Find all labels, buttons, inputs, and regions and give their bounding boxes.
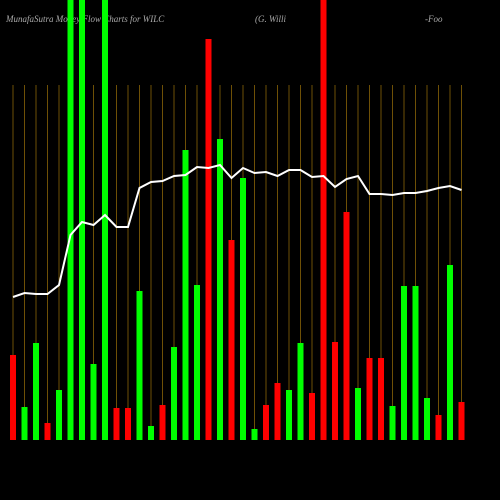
bar — [378, 358, 384, 440]
chart-title: MunafaSutra Money Flow Charts for WILC — [5, 14, 165, 24]
money-flow-line — [12, 163, 462, 298]
bar — [309, 393, 315, 440]
bar — [343, 212, 350, 440]
chart-title: (G. Willi — [255, 14, 286, 24]
bar — [217, 139, 223, 440]
bar — [33, 343, 39, 440]
bar — [320, 0, 327, 440]
bar — [102, 0, 108, 440]
bar — [401, 286, 407, 440]
bar — [389, 406, 396, 440]
bar — [205, 39, 212, 440]
bar — [171, 347, 177, 440]
bar — [286, 390, 292, 440]
bar — [113, 408, 120, 440]
bar — [21, 407, 28, 440]
bar — [136, 291, 143, 440]
bar — [194, 285, 200, 440]
bar — [240, 178, 246, 440]
bar — [251, 429, 258, 440]
bar — [159, 405, 166, 440]
bar — [412, 286, 419, 440]
bar — [274, 383, 281, 440]
bar — [435, 415, 442, 440]
bar — [458, 402, 465, 440]
bar — [79, 0, 85, 440]
bar — [44, 423, 51, 440]
bar — [125, 408, 131, 440]
bar — [332, 342, 338, 440]
bar — [67, 0, 74, 440]
bar — [228, 240, 235, 440]
bar — [355, 388, 361, 440]
bar — [447, 265, 453, 440]
bar — [297, 343, 304, 440]
bar — [10, 355, 16, 440]
chart-title: -Foo — [425, 14, 443, 24]
bar — [148, 426, 154, 440]
bar — [182, 150, 189, 440]
bar — [424, 398, 430, 440]
bar — [263, 405, 269, 440]
bar — [56, 390, 62, 440]
bar — [366, 358, 373, 440]
bar — [90, 364, 97, 440]
